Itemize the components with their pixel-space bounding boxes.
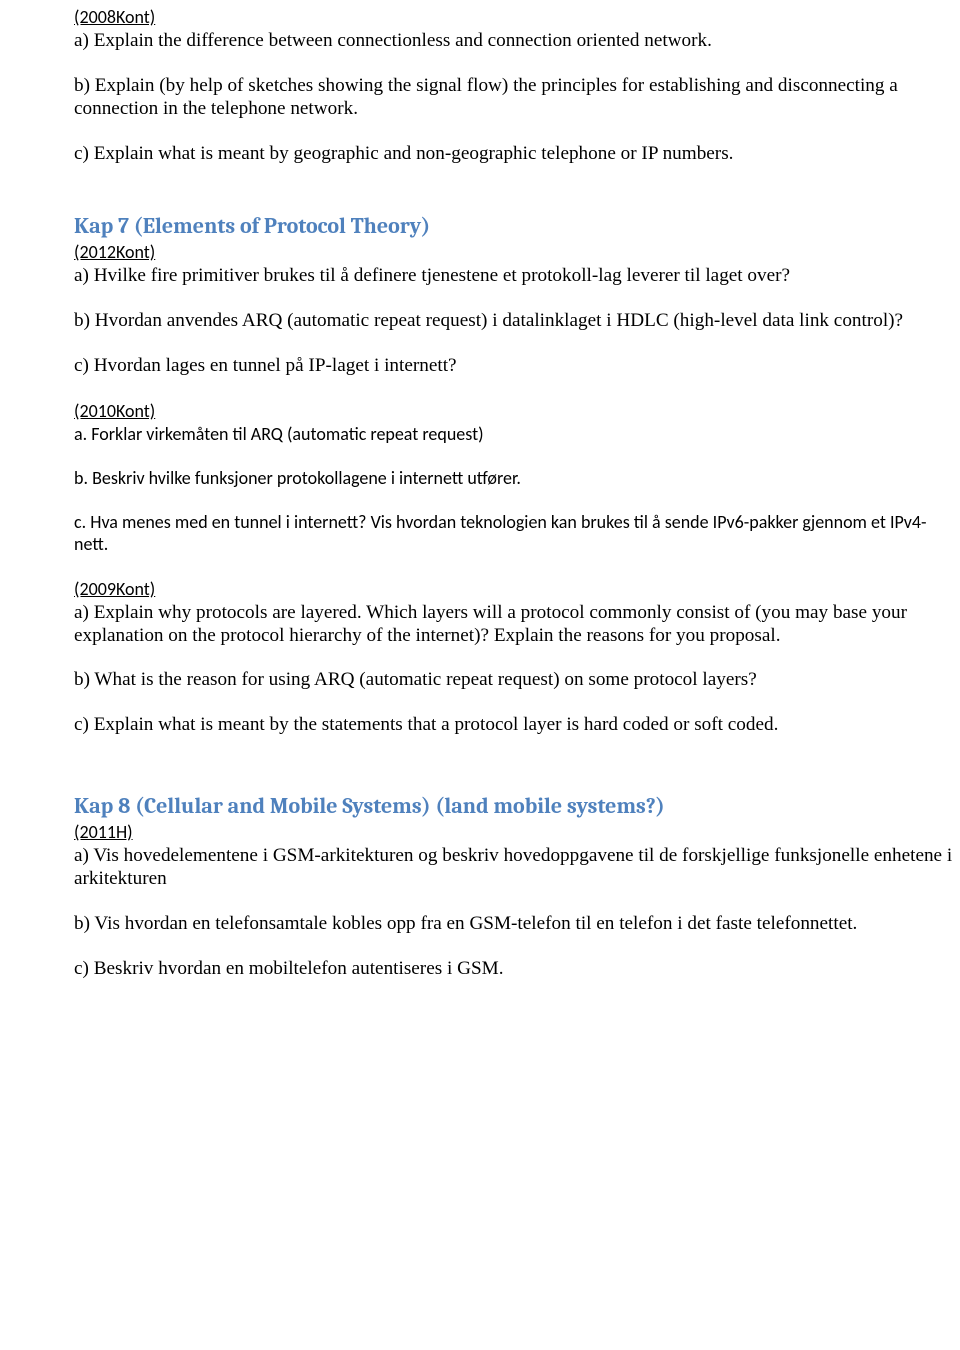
exam-tag-2010kont: (2010Kont) bbox=[74, 400, 960, 422]
kap8-heading: Kap 8 (Cellular and Mobile Systems) (lan… bbox=[74, 793, 960, 819]
kap7-2009-c: c) Explain what is meant by the statemen… bbox=[74, 714, 960, 737]
kap7-2012-b: b) Hvordan anvendes ARQ (automatic repea… bbox=[74, 310, 960, 333]
kap7-2012-a: a) Hvilke fire primitiver brukes til å d… bbox=[74, 265, 960, 288]
exam-tag-2008kont: (2008Kont) bbox=[74, 6, 960, 28]
q1-b: b) Explain (by help of sketches showing … bbox=[74, 75, 960, 121]
exam-tag-2009kont: (2009Kont) bbox=[74, 578, 960, 600]
document-page: (2008Kont) a) Explain the difference bet… bbox=[0, 0, 960, 1020]
kap7-2010-c: c. Hva menes med en tunnel i internett? … bbox=[74, 512, 960, 556]
exam-tag-2012kont: (2012Kont) bbox=[74, 241, 960, 263]
kap7-2010-a: a. Forklar virkemåten til ARQ (automatic… bbox=[74, 424, 960, 446]
kap8-2011-b: b) Vis hvordan en telefonsamtale kobles … bbox=[74, 913, 960, 936]
q1-c: c) Explain what is meant by geographic a… bbox=[74, 143, 960, 166]
kap8-2011-a: a) Vis hovedelementene i GSM-arkitekture… bbox=[74, 845, 960, 891]
kap8-2011-c: c) Beskriv hvordan en mobiltelefon auten… bbox=[74, 958, 960, 981]
kap7-2009-b: b) What is the reason for using ARQ (aut… bbox=[74, 669, 960, 692]
kap7-2010-b: b. Beskriv hvilke funksjoner protokollag… bbox=[74, 468, 960, 490]
kap7-2012-c: c) Hvordan lages en tunnel på IP-laget i… bbox=[74, 355, 960, 378]
exam-tag-2011h: (2011H) bbox=[74, 821, 960, 843]
q1-a: a) Explain the difference between connec… bbox=[74, 30, 960, 53]
kap7-2009-a: a) Explain why protocols are layered. Wh… bbox=[74, 602, 960, 648]
kap7-heading: Kap 7 (Elements of Protocol Theory) bbox=[74, 213, 960, 239]
